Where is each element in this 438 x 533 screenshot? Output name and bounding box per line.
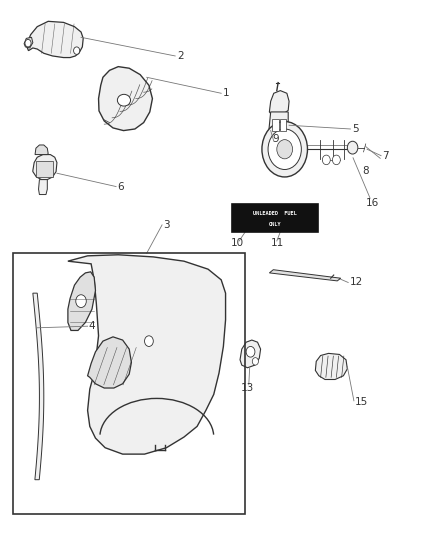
Text: 6: 6	[117, 182, 124, 191]
Circle shape	[145, 336, 153, 346]
Text: 3: 3	[163, 220, 170, 230]
Polygon shape	[268, 112, 289, 138]
Bar	[13, 253, 245, 514]
Text: 7: 7	[382, 151, 389, 160]
Circle shape	[246, 346, 255, 357]
Polygon shape	[68, 255, 226, 454]
Text: UNLEADED  FUEL: UNLEADED FUEL	[253, 212, 297, 216]
Polygon shape	[35, 145, 48, 155]
Circle shape	[347, 141, 358, 154]
Bar	[36, 161, 53, 177]
Polygon shape	[33, 155, 57, 180]
Bar	[280, 119, 286, 131]
Text: 1: 1	[223, 88, 229, 98]
Text: 11: 11	[271, 238, 284, 247]
Circle shape	[252, 358, 258, 365]
Text: 5: 5	[352, 124, 359, 134]
FancyBboxPatch shape	[232, 204, 318, 232]
Circle shape	[268, 129, 301, 169]
Circle shape	[322, 155, 330, 165]
Circle shape	[262, 122, 307, 177]
Text: 16: 16	[366, 198, 379, 207]
Text: 13: 13	[241, 383, 254, 393]
Polygon shape	[33, 293, 44, 480]
Text: ONLY: ONLY	[268, 222, 281, 227]
Text: 12: 12	[350, 278, 363, 287]
Text: 15: 15	[355, 398, 368, 407]
Polygon shape	[88, 337, 131, 388]
Ellipse shape	[117, 94, 131, 106]
Text: 8: 8	[363, 166, 369, 175]
Bar	[272, 119, 279, 131]
Circle shape	[332, 155, 340, 165]
Text: 4: 4	[89, 321, 95, 331]
Polygon shape	[315, 353, 347, 379]
Circle shape	[25, 39, 31, 47]
Polygon shape	[68, 272, 95, 330]
Circle shape	[277, 140, 293, 159]
Polygon shape	[99, 67, 152, 131]
Circle shape	[74, 47, 80, 54]
Text: 2: 2	[177, 51, 184, 61]
Polygon shape	[39, 180, 47, 195]
Circle shape	[76, 295, 86, 308]
Text: 10: 10	[230, 238, 244, 247]
Text: 9: 9	[272, 134, 279, 143]
Polygon shape	[240, 340, 261, 368]
Polygon shape	[24, 37, 33, 48]
Polygon shape	[269, 91, 289, 116]
Polygon shape	[26, 21, 83, 58]
Polygon shape	[269, 270, 341, 281]
